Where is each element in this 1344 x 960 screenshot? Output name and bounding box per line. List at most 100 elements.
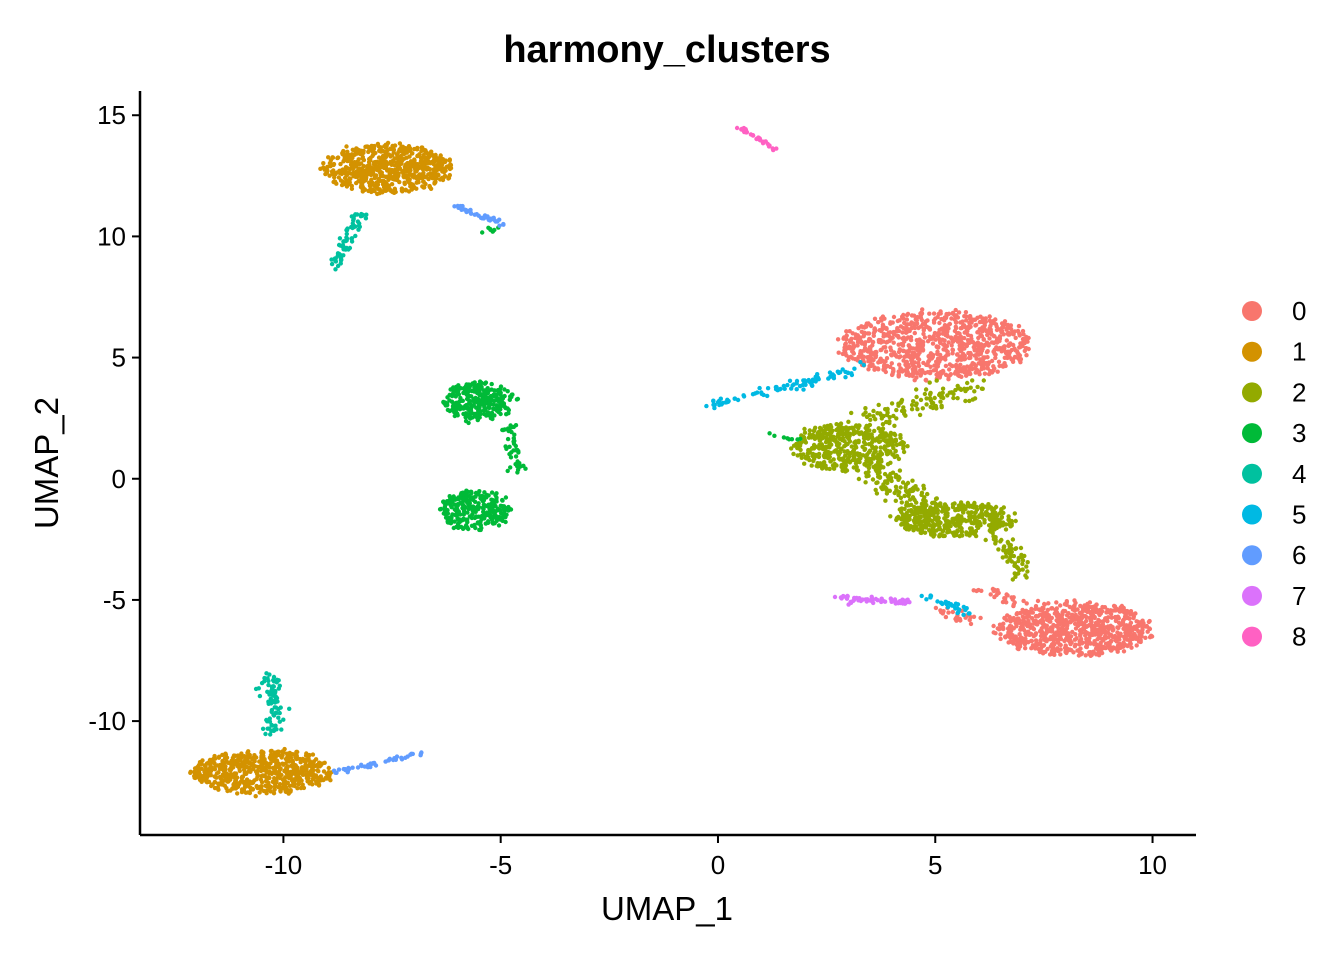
data-point-cluster-2: [976, 514, 981, 520]
data-point-cluster-2: [789, 446, 794, 451]
data-point-cluster-2: [933, 506, 938, 512]
data-point-cluster-1: [244, 777, 250, 782]
data-point-cluster-1: [377, 169, 383, 174]
data-point-cluster-1: [233, 753, 238, 758]
data-point-cluster-1: [332, 175, 337, 180]
data-point-cluster-2: [1006, 514, 1011, 519]
data-point-cluster-2: [864, 423, 869, 429]
data-point-cluster-0: [883, 365, 888, 371]
data-point-cluster-4: [364, 212, 369, 217]
data-point-cluster-0: [1004, 327, 1009, 332]
data-point-cluster-0: [960, 319, 965, 324]
data-point-cluster-3: [450, 500, 455, 505]
data-point-cluster-1: [250, 761, 255, 766]
data-point-cluster-1: [298, 785, 304, 791]
data-point-cluster-2: [843, 459, 848, 464]
data-point-cluster-2: [871, 453, 876, 458]
data-point-cluster-0: [956, 365, 962, 370]
data-point-cluster-3: [456, 392, 462, 397]
data-point-cluster-0: [1089, 612, 1095, 617]
data-point-cluster-0: [900, 315, 905, 320]
data-point-cluster-0: [1046, 601, 1051, 606]
data-point-cluster-2: [802, 426, 807, 432]
data-point-cluster-2: [939, 394, 945, 399]
data-point-cluster-0: [998, 632, 1003, 637]
data-point-cluster-2: [876, 402, 881, 408]
data-point-cluster-2: [991, 518, 997, 523]
data-point-cluster-1: [427, 183, 432, 189]
data-point-cluster-2: [902, 493, 907, 499]
data-point-cluster-0: [911, 321, 916, 326]
data-point-cluster-1: [239, 755, 244, 760]
data-point-cluster-2: [873, 487, 878, 493]
data-point-cluster-3: [510, 392, 515, 397]
data-point-cluster-0: [1024, 614, 1029, 620]
data-point-cluster-3: [513, 443, 518, 449]
data-point-cluster-3: [490, 497, 495, 503]
data-point-cluster-3: [509, 450, 514, 455]
data-point-cluster-0: [1117, 637, 1122, 642]
data-point-cluster-2: [888, 432, 893, 438]
data-point-cluster-1: [229, 762, 234, 767]
data-point-cluster-2: [945, 530, 950, 535]
data-point-cluster-3: [497, 403, 502, 409]
data-point-cluster-2: [827, 466, 832, 472]
data-point-cluster-3: [492, 509, 497, 514]
data-point-cluster-2: [809, 463, 814, 468]
data-point-cluster-2: [1003, 554, 1009, 559]
data-point-cluster-0: [1009, 628, 1014, 634]
data-point-cluster-0: [1005, 626, 1011, 631]
data-point-cluster-1: [346, 154, 352, 160]
data-point-cluster-2: [868, 417, 873, 422]
data-point-cluster-0: [1098, 611, 1104, 616]
data-point-cluster-2: [915, 487, 920, 492]
data-point-cluster-2: [817, 425, 823, 431]
data-point-cluster-0: [982, 371, 988, 376]
data-point-cluster-0: [937, 320, 942, 326]
data-point-cluster-1: [356, 157, 361, 162]
data-point-cluster-2: [863, 441, 868, 447]
data-point-cluster-2: [876, 452, 881, 458]
data-point-cluster-0: [943, 363, 949, 369]
data-point-cluster-2: [870, 445, 876, 450]
data-point-cluster-0: [913, 365, 918, 370]
data-point-cluster-0: [1015, 328, 1021, 334]
data-point-cluster-2: [937, 527, 943, 532]
data-point-cluster-0: [950, 339, 956, 344]
data-point-cluster-0: [905, 311, 911, 317]
data-point-cluster-0: [1109, 615, 1115, 620]
data-point-cluster-4: [337, 236, 343, 241]
data-point-cluster-3: [503, 495, 509, 500]
data-point-cluster-3: [515, 447, 520, 453]
data-point-cluster-0: [948, 372, 953, 377]
data-point-cluster-0: [897, 362, 902, 367]
data-point-cluster-2: [914, 394, 919, 400]
data-point-cluster-2: [882, 446, 887, 451]
data-point-cluster-0: [1103, 629, 1109, 635]
data-point-cluster-0: [1115, 649, 1120, 654]
data-point-cluster-0: [992, 594, 997, 600]
data-point-cluster-2: [894, 487, 899, 493]
data-point-cluster-0: [912, 330, 917, 336]
data-point-cluster-2: [1024, 564, 1029, 569]
data-point-cluster-4: [351, 218, 356, 223]
data-point-cluster-0: [946, 311, 952, 316]
data-point-cluster-1: [245, 756, 251, 761]
data-point-cluster-4: [262, 679, 267, 684]
data-point-cluster-1: [395, 174, 400, 180]
data-point-cluster-1: [229, 772, 234, 777]
data-point-cluster-4: [338, 243, 343, 248]
data-point-cluster-1: [426, 152, 431, 157]
data-point-cluster-0: [878, 356, 883, 361]
data-point-cluster-2: [799, 455, 804, 460]
data-point-cluster-2: [851, 431, 856, 436]
data-point-cluster-1: [421, 185, 426, 190]
data-point-cluster-2: [905, 522, 910, 527]
data-point-cluster-0: [1080, 613, 1085, 618]
data-point-cluster-0: [1016, 351, 1021, 357]
data-point-cluster-1: [368, 188, 373, 193]
data-point-cluster-0: [1038, 638, 1043, 644]
data-point-cluster-0: [991, 630, 996, 635]
data-point-cluster-0: [1024, 353, 1029, 358]
data-point-cluster-2: [927, 380, 932, 385]
